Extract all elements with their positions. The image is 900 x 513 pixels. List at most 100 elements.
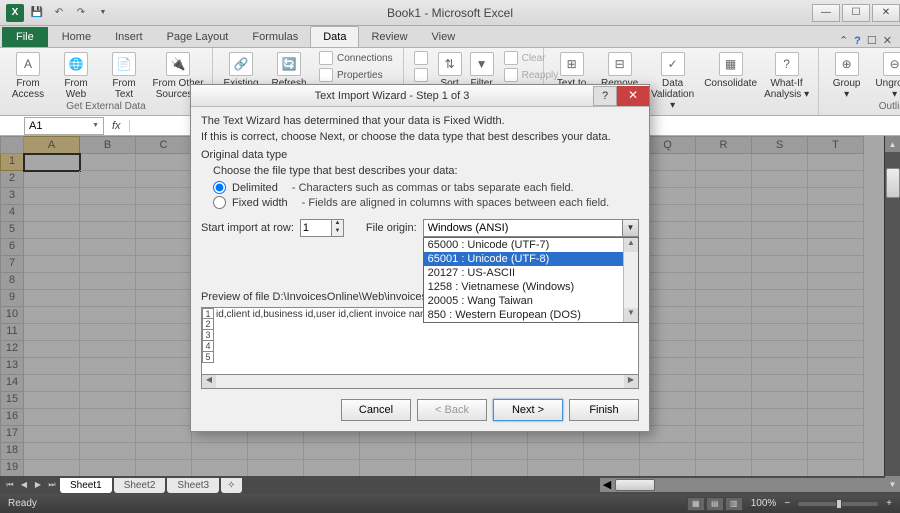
cell[interactable] [640,443,696,460]
normal-view-button[interactable]: ▦ [687,497,705,511]
cell[interactable] [80,273,136,290]
cell[interactable] [80,392,136,409]
cell[interactable] [136,273,192,290]
zoom-in-button[interactable]: + [886,498,892,509]
cell[interactable] [24,222,80,239]
preview-scroll-right-icon[interactable]: ▶ [624,375,638,388]
cell[interactable] [696,256,752,273]
cell[interactable] [136,188,192,205]
row-header[interactable]: 19 [0,460,24,476]
name-box[interactable]: A1▼ [24,117,104,135]
cell[interactable] [472,460,528,476]
cell[interactable] [80,358,136,375]
cell[interactable] [696,171,752,188]
cell[interactable] [696,341,752,358]
cell[interactable] [696,324,752,341]
cell[interactable] [24,154,80,171]
cell[interactable] [752,307,808,324]
namebox-dropdown-icon[interactable]: ▼ [92,122,99,129]
cell[interactable] [360,460,416,476]
row-header[interactable]: 10 [0,307,24,324]
cell[interactable] [248,460,304,476]
cell[interactable] [808,358,864,375]
sheet-tab-1[interactable]: Sheet1 [60,478,112,493]
cell[interactable] [136,426,192,443]
cell[interactable] [80,205,136,222]
cell[interactable] [416,460,472,476]
cell[interactable] [808,324,864,341]
row-header[interactable]: 1 [0,154,24,171]
cell[interactable] [808,409,864,426]
cell[interactable] [696,426,752,443]
tab-insert[interactable]: Insert [103,27,155,47]
cell[interactable] [24,171,80,188]
cell[interactable] [472,443,528,460]
cell[interactable] [696,188,752,205]
preview-scrollbar[interactable]: ◀▶ [201,375,639,389]
cell[interactable] [80,341,136,358]
zoom-slider[interactable] [798,502,878,506]
dropdown-scrollbar[interactable]: ▲▼ [623,238,638,322]
cell[interactable] [80,188,136,205]
encoding-option[interactable]: 65000 : Unicode (UTF-7) [424,238,638,252]
cell[interactable] [24,426,80,443]
start-row-spinner[interactable]: ▲▼ [300,219,344,237]
cell[interactable] [808,171,864,188]
help-icon[interactable]: ? [854,35,861,47]
column-header[interactable]: T [808,136,864,154]
cell[interactable] [24,341,80,358]
cell[interactable] [136,341,192,358]
tab-page-layout[interactable]: Page Layout [155,27,241,47]
cell[interactable] [752,222,808,239]
cell[interactable] [24,256,80,273]
fixed-width-radio[interactable] [213,196,226,209]
redo-icon[interactable]: ↷ [72,4,90,22]
cell[interactable] [584,460,640,476]
undo-icon[interactable]: ↶ [50,4,68,22]
column-header[interactable]: R [696,136,752,154]
row-header[interactable]: 15 [0,392,24,409]
cell[interactable] [136,171,192,188]
cell[interactable] [24,239,80,256]
cell[interactable] [752,375,808,392]
combo-dropdown-icon[interactable]: ▼ [622,220,638,236]
row-header[interactable]: 3 [0,188,24,205]
properties-button[interactable]: Properties [315,67,397,83]
sheet-tab-2[interactable]: Sheet2 [114,478,166,493]
tab-review[interactable]: Review [359,27,419,47]
file-origin-combo[interactable]: ▼ 65000 : Unicode (UTF-7) 65001 : Unicod… [423,219,639,237]
minimize-button[interactable]: — [812,4,840,22]
cell[interactable] [24,460,80,476]
row-header[interactable]: 9 [0,290,24,307]
ribbon-minimize-icon[interactable]: ⌃ [839,34,848,47]
cell[interactable] [696,205,752,222]
cell[interactable] [80,222,136,239]
row-header[interactable]: 14 [0,375,24,392]
start-row-input[interactable] [301,220,331,236]
cell[interactable] [696,358,752,375]
dialog-close-button[interactable]: ✕ [617,86,649,106]
from-access-button[interactable]: AFromAccess [6,50,50,100]
row-header[interactable]: 2 [0,171,24,188]
cell[interactable] [24,392,80,409]
cell[interactable] [136,307,192,324]
cell[interactable] [80,375,136,392]
cell[interactable] [80,409,136,426]
cell[interactable] [80,171,136,188]
cell[interactable] [80,239,136,256]
cell[interactable] [752,443,808,460]
tab-data[interactable]: Data [310,26,359,47]
spin-down-icon[interactable]: ▼ [331,228,343,236]
save-icon[interactable]: 💾 [28,4,46,22]
cell[interactable] [80,290,136,307]
cell[interactable] [696,222,752,239]
row-header[interactable]: 18 [0,443,24,460]
cell[interactable] [24,188,80,205]
cell[interactable] [528,443,584,460]
cell[interactable] [80,443,136,460]
row-header[interactable]: 13 [0,358,24,375]
cell[interactable] [136,409,192,426]
cell[interactable] [24,324,80,341]
encoding-option[interactable]: 20127 : US-ASCII [424,266,638,280]
cell[interactable] [696,290,752,307]
